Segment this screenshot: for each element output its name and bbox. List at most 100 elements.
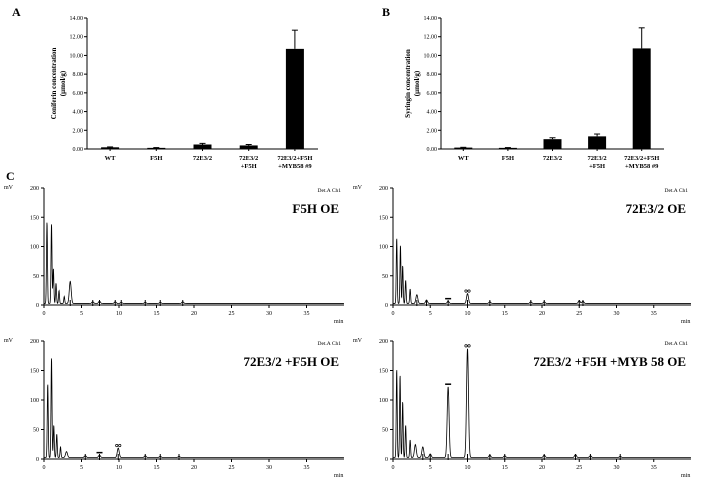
y-tick-label: 100	[379, 245, 388, 251]
detector-label: Det.A Ch1	[317, 341, 341, 347]
y-tick-label: 50	[382, 428, 388, 434]
bar	[632, 48, 651, 149]
chromatogram-trace	[44, 358, 344, 458]
bar	[193, 144, 212, 149]
y-tick-label: 14.00	[424, 16, 438, 22]
x-tick-label: 15	[154, 311, 160, 317]
chromatogram-title: F5H OE	[292, 201, 339, 216]
x-tick-label: 30	[266, 311, 272, 317]
y-tick-label: 150	[30, 369, 39, 375]
y-tick-label: 10.00	[70, 53, 84, 59]
bar	[588, 136, 607, 149]
y-tick-label: 50	[382, 274, 388, 280]
y-tick-label: 12.00	[424, 35, 438, 41]
y-tick-label: 4.00	[73, 110, 84, 116]
y-tick-label: 50	[33, 274, 39, 280]
x-tick-label: 15	[502, 311, 508, 317]
detector-label: Det.A Ch1	[664, 341, 688, 347]
category-label: WT	[105, 155, 117, 162]
y-tick-label: 8.00	[427, 72, 438, 78]
y-axis-label-line: Coniferin concentration	[50, 48, 58, 120]
y-tick-label: 200	[379, 339, 388, 345]
y-tick-label: 12.00	[70, 35, 84, 41]
detector-label: Det.A Ch1	[317, 188, 341, 194]
category-label: +MYB58 #9	[625, 163, 659, 170]
category-label: +F5H	[589, 163, 605, 170]
bar	[498, 147, 517, 149]
x-tick-label: 5	[80, 311, 83, 317]
chromatogram-trace	[393, 348, 691, 459]
y-tick-label: 150	[379, 215, 388, 221]
x-tick-label: 35	[304, 465, 310, 471]
x-tick-label: 35	[651, 311, 657, 317]
y-tick-label: 10.00	[424, 53, 438, 59]
x-unit-label: min	[334, 319, 343, 325]
detector-label: Det.A Ch1	[664, 188, 688, 194]
x-tick-label: 30	[614, 311, 620, 317]
y-tick-label: 200	[30, 339, 39, 345]
y-tick-label: 6.00	[427, 91, 438, 97]
y-axis-label-line: (μmol/g)	[59, 70, 67, 96]
y-tick-label: 0	[385, 303, 388, 309]
chromatogram-title: 72E3/2 +F5H +MYB 58 OE	[533, 354, 686, 369]
peak-marker	[464, 344, 468, 348]
y-tick-label: 4.00	[427, 110, 438, 116]
category-label: 72E3/2	[193, 155, 212, 162]
bar	[239, 145, 258, 149]
category-label: 72E3/2	[239, 155, 258, 162]
x-tick-label: 15	[502, 465, 508, 471]
x-tick-label: 30	[614, 465, 620, 471]
y-axis-label: Coniferin concentration(μmol/g)	[50, 48, 67, 120]
chromatogram-trace	[393, 238, 691, 304]
x-tick-label: 20	[539, 311, 545, 317]
y-tick-label: 100	[30, 245, 39, 251]
category-label: F5H	[502, 155, 514, 162]
y-unit-label: mV	[4, 185, 14, 191]
x-tick-label: 0	[392, 465, 395, 471]
peak-marker	[115, 444, 119, 448]
y-tick-label: 150	[30, 215, 39, 221]
x-tick-label: 5	[80, 465, 83, 471]
x-tick-label: 0	[43, 465, 46, 471]
category-label: 72E3/2+F5H	[624, 155, 659, 162]
x-tick-label: 20	[191, 465, 197, 471]
panel-label-A: A	[12, 5, 21, 19]
y-tick-label: 0	[36, 303, 39, 309]
category-label: +MYB58 #9	[278, 163, 312, 170]
bar	[101, 147, 120, 149]
chromatogram-trace	[44, 222, 344, 304]
x-tick-label: 10	[465, 311, 471, 317]
x-tick-label: 25	[229, 465, 235, 471]
peak-marker	[118, 444, 122, 448]
y-unit-label: mV	[4, 338, 14, 344]
x-tick-label: 10	[116, 311, 122, 317]
y-tick-label: 200	[30, 186, 39, 192]
y-unit-label: mV	[353, 185, 363, 191]
bar	[147, 147, 166, 149]
y-axis-label: Syringin concentration(μmol/g)	[404, 49, 421, 118]
chromatogram-title: 72E3/2 +F5H OE	[243, 354, 339, 369]
x-tick-label: 10	[465, 465, 471, 471]
y-tick-label: 2.00	[427, 128, 438, 134]
x-tick-label: 5	[429, 311, 432, 317]
chromatogram: mV min Det.A Ch1 F5H OE 0 50 100 150 200 0 5 10 15 20…	[4, 185, 344, 325]
bar-chart-B: 0.00 2.00 4.00 6.00 8.00 10.00 12.00 14.00 Syrin…	[404, 16, 664, 170]
y-tick-label: 50	[33, 428, 39, 434]
bar	[454, 147, 473, 149]
y-tick-label: 0	[36, 457, 39, 463]
y-tick-label: 0	[385, 457, 388, 463]
bar-charts-layer: 0.00 2.00 4.00 6.00 8.00 10.00 12.00 14.00 Conif…	[50, 16, 664, 170]
y-tick-label: 100	[379, 398, 388, 404]
x-tick-label: 0	[392, 311, 395, 317]
y-tick-label: 6.00	[73, 91, 84, 97]
bar	[543, 139, 562, 149]
x-tick-label: 35	[651, 465, 657, 471]
x-tick-label: 5	[429, 465, 432, 471]
y-tick-label: 8.00	[73, 72, 84, 78]
x-tick-label: 35	[304, 311, 310, 317]
bar	[285, 48, 304, 149]
